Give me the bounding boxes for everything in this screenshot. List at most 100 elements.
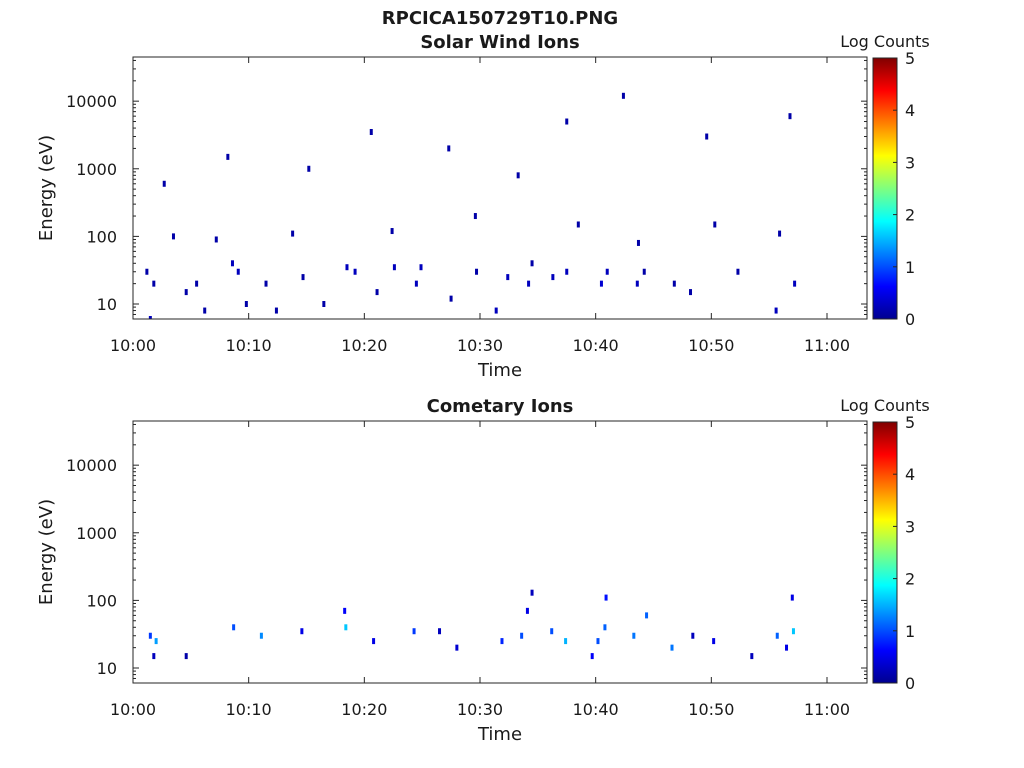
y-tick-label: 10 bbox=[97, 295, 117, 314]
data-cell bbox=[195, 280, 199, 287]
colorbar-label: Log Counts bbox=[840, 32, 930, 51]
data-cell bbox=[778, 230, 782, 237]
y-tick-label: 10000 bbox=[66, 92, 117, 111]
data-cell bbox=[345, 264, 349, 271]
data-cell bbox=[214, 236, 218, 243]
data-cell bbox=[689, 289, 693, 296]
x-tick-label: 10:00 bbox=[110, 700, 156, 719]
x-tick-label: 11:00 bbox=[804, 700, 850, 719]
data-cell bbox=[455, 644, 459, 651]
data-cell bbox=[672, 280, 676, 287]
data-cell bbox=[475, 268, 479, 275]
data-cell bbox=[621, 92, 625, 99]
data-cell bbox=[736, 268, 740, 275]
data-cell bbox=[642, 268, 646, 275]
colorbar-tick-label: 1 bbox=[905, 258, 915, 277]
data-cell bbox=[599, 280, 603, 287]
x-axis-label: Time bbox=[477, 360, 522, 381]
data-cell bbox=[372, 638, 376, 645]
data-cell bbox=[300, 628, 304, 635]
data-cell bbox=[307, 165, 311, 172]
data-cell bbox=[438, 628, 442, 635]
data-cell bbox=[343, 607, 347, 614]
x-tick-label: 10:10 bbox=[226, 700, 272, 719]
data-cell bbox=[516, 172, 520, 179]
data-cell bbox=[530, 260, 534, 267]
data-cell bbox=[788, 113, 792, 120]
data-cell bbox=[148, 632, 152, 639]
data-cell bbox=[705, 133, 709, 140]
data-cell bbox=[162, 180, 166, 187]
data-cell bbox=[473, 213, 477, 220]
x-tick-label: 10:00 bbox=[110, 336, 156, 355]
colorbar-tick-label: 3 bbox=[905, 517, 915, 536]
colorbar-gradient bbox=[872, 421, 898, 684]
data-cell bbox=[645, 612, 649, 619]
colorbar-tick-label: 1 bbox=[905, 622, 915, 641]
data-cell bbox=[564, 638, 568, 645]
data-cell bbox=[152, 280, 156, 287]
data-cell bbox=[520, 632, 524, 639]
data-cell bbox=[203, 307, 207, 314]
data-cell bbox=[301, 274, 305, 281]
data-cell bbox=[604, 594, 608, 601]
data-cell bbox=[605, 268, 609, 275]
data-cell bbox=[670, 644, 674, 651]
x-tick-label: 10:50 bbox=[688, 336, 734, 355]
data-cell bbox=[632, 632, 636, 639]
colorbar-ticks: 0 1 2 3 4 5 bbox=[893, 413, 915, 693]
data-cell bbox=[259, 632, 263, 639]
figure-title: RPCICA150729T10.PNG bbox=[382, 8, 618, 29]
data-cell bbox=[750, 653, 754, 660]
data-cell bbox=[412, 628, 416, 635]
data-cell bbox=[551, 274, 555, 281]
colorbar-tick-label: 4 bbox=[905, 465, 915, 484]
x-tick-label: 10:40 bbox=[573, 336, 619, 355]
data-cell bbox=[530, 589, 534, 596]
panel-title: Cometary Ions bbox=[427, 396, 574, 417]
colorbar-label: Log Counts bbox=[840, 396, 930, 415]
data-cell bbox=[226, 153, 230, 160]
colorbar-tick-label: 3 bbox=[905, 153, 915, 172]
data-cell bbox=[291, 230, 295, 237]
data-cell bbox=[790, 594, 794, 601]
x-tick-label: 10:40 bbox=[573, 700, 619, 719]
y-tick-label: 10000 bbox=[66, 456, 117, 475]
data-cell bbox=[500, 638, 504, 645]
data-cell bbox=[236, 268, 240, 275]
colorbar-tick-label: 4 bbox=[905, 101, 915, 120]
x-axis-label: Time bbox=[477, 724, 522, 745]
data-cell bbox=[636, 239, 640, 246]
data-cell bbox=[369, 128, 373, 135]
data-cell bbox=[344, 624, 348, 631]
panel-title: Solar Wind Ions bbox=[420, 32, 579, 53]
data-cell bbox=[148, 316, 152, 319]
data-cell bbox=[154, 638, 158, 645]
data-cell bbox=[550, 628, 554, 635]
colorbar-tick-label: 0 bbox=[905, 310, 915, 329]
data-cell bbox=[419, 264, 423, 271]
data-cell bbox=[712, 638, 716, 645]
data-cell bbox=[390, 228, 394, 235]
data-cell bbox=[145, 268, 149, 275]
data-cell bbox=[576, 221, 580, 228]
x-axis: 10:00 10:10 10:20 10:30 10:40 10:50 11:00 bbox=[110, 57, 850, 355]
data-cell bbox=[322, 301, 326, 308]
data-cell bbox=[774, 307, 778, 314]
data-cell bbox=[392, 264, 396, 271]
data-cell bbox=[596, 638, 600, 645]
data-cell bbox=[447, 145, 451, 152]
y-tick-label: 100 bbox=[86, 227, 117, 246]
colorbar-gradient bbox=[872, 57, 898, 320]
data-cell bbox=[590, 653, 594, 660]
data-cell bbox=[635, 280, 639, 287]
data-cell bbox=[791, 628, 795, 635]
data-cell bbox=[525, 607, 529, 614]
data-cell bbox=[603, 624, 607, 631]
y-axis-label: Energy (eV) bbox=[36, 135, 57, 241]
data-cell bbox=[353, 268, 357, 275]
y-axis: 10 100 1000 10000 bbox=[66, 59, 867, 320]
data-cell bbox=[506, 274, 510, 281]
y-axis-label: Energy (eV) bbox=[36, 499, 57, 605]
data-cell bbox=[775, 632, 779, 639]
